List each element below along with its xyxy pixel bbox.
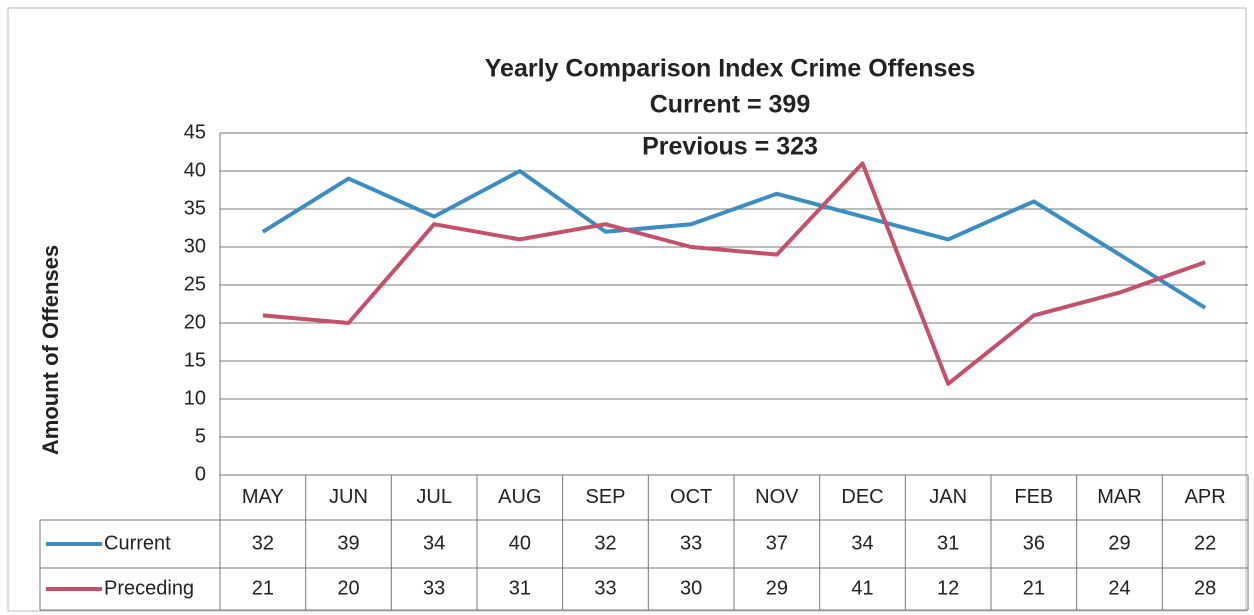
y-tick-label: 15 [184,349,206,371]
x-tick-label: MAR [1097,486,1141,508]
table-value: 36 [1023,532,1045,554]
y-tick-label: 40 [184,159,206,181]
y-tick-label: 45 [184,121,206,143]
y-tick-label: 0 [195,463,206,485]
table-value: 37 [766,532,788,554]
chart-subtitle: Previous = 323 [642,133,818,161]
y-tick-label: 25 [184,273,206,295]
x-tick-label: MAY [242,486,284,508]
table-value: 28 [1194,577,1216,599]
table-value: 31 [937,532,959,554]
table-value: 32 [252,532,274,554]
legend-label: Current [104,532,171,554]
x-tick-label: JUL [416,486,452,508]
y-tick-label: 35 [184,197,206,219]
series-line [262,161,1206,386]
y-tick-label: 5 [195,425,206,447]
x-tick-label: OCT [670,486,712,508]
x-tick-label: JAN [929,486,967,508]
x-tick-label: SEP [585,486,625,508]
table-value: 21 [252,577,274,599]
table-value: 20 [337,577,359,599]
x-tick-label: JUN [329,486,368,508]
frame [7,7,1247,612]
x-tick-label: AUG [498,486,541,508]
table-value: 39 [337,532,359,554]
table-value: 34 [851,532,873,554]
legend-label: Preceding [104,577,194,599]
table-value: 33 [423,577,445,599]
x-tick-label: FEB [1014,486,1053,508]
table-value: 21 [1023,577,1045,599]
table-value: 32 [594,532,616,554]
table-value: 30 [680,577,702,599]
series-line [261,169,1207,310]
table-value: 40 [509,532,531,554]
table-value: 34 [423,532,445,554]
x-tick-label: APR [1185,486,1226,508]
table-value: 22 [1194,532,1216,554]
table-value: 12 [937,577,959,599]
x-tick-label: DEC [841,486,883,508]
y-tick-label: 20 [184,311,206,333]
table-value: 33 [680,532,702,554]
table-value: 24 [1108,577,1130,599]
table-value: 29 [766,577,788,599]
y-tick-label: 10 [184,387,206,409]
table-value: 31 [509,577,531,599]
y-axis-label: Amount of Offenses [38,245,63,455]
chart-subtitle: Current = 399 [650,91,811,119]
table-value: 41 [851,577,873,599]
table-value: 29 [1108,532,1130,554]
x-tick-label: NOV [755,486,799,508]
table-value: 33 [594,577,616,599]
y-tick-label: 30 [184,235,206,257]
chart-title: Yearly Comparison Index Crime Offenses [485,55,975,83]
